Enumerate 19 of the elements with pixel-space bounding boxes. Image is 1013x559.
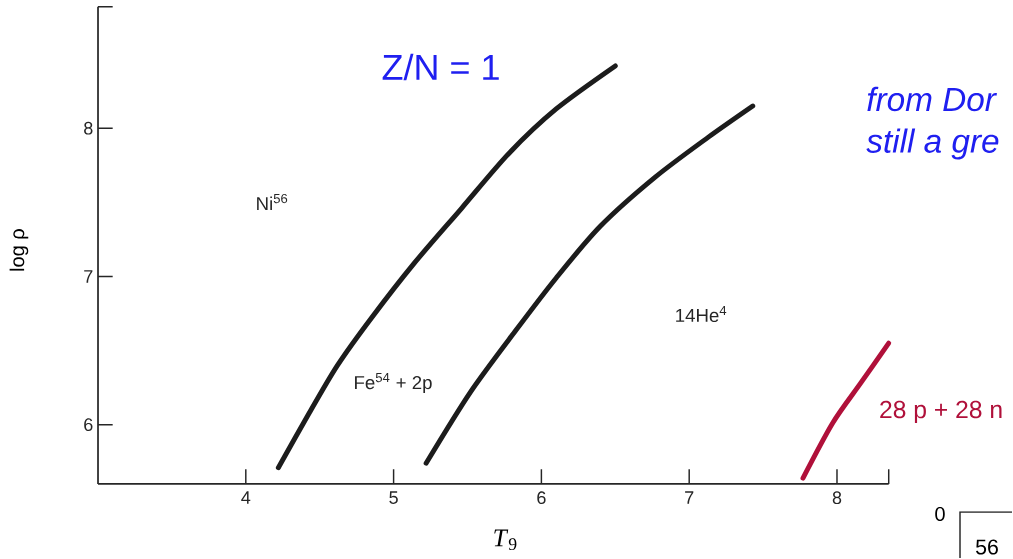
x-tick-label: 6 (537, 491, 546, 505)
series-label: 28 p + 28 n (880, 400, 1002, 424)
annotation: Fe$^{54}$ + 2p (355, 373, 432, 394)
x-tick-label: 4 (241, 491, 251, 504)
y-tick-label: 7 (84, 270, 93, 283)
y-tick-label: 8 (84, 122, 93, 135)
annotation: 14He$^{4}$ (676, 306, 727, 323)
text: 0 (935, 507, 945, 522)
annotation: from Dor (867, 86, 997, 112)
x-tick-label: 8 (832, 491, 842, 505)
x-axis-title: T$_{9}$ (494, 529, 517, 551)
annotation: Z/N = 1 (382, 53, 499, 81)
annotation: Ni$^{56}$ (257, 194, 288, 211)
text: 56 (976, 539, 998, 555)
x-tick-label: 5 (389, 491, 398, 505)
y-tick-label: 6 (84, 418, 93, 432)
y-axis-title: log ρ (9, 229, 29, 271)
x-tick-label: 7 (685, 491, 694, 504)
annotation: still a gre (866, 128, 999, 160)
